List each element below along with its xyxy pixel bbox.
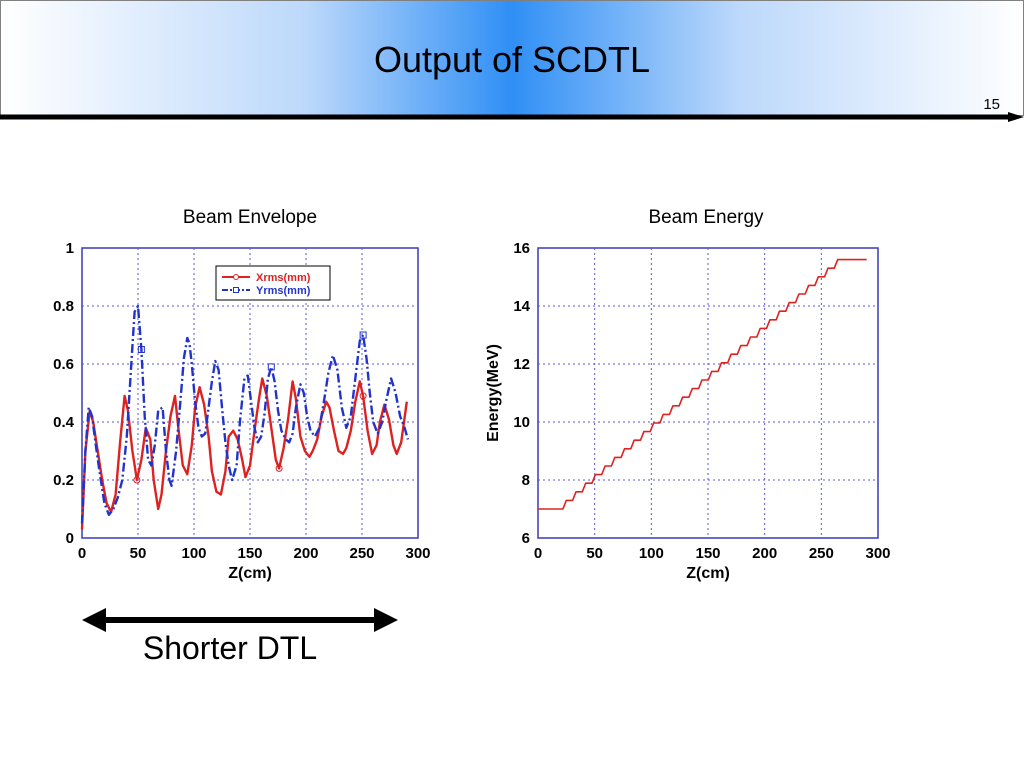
x-tick-label: 50	[586, 545, 603, 562]
y-tick-label: 0.4	[53, 414, 75, 431]
y-axis-title: Energy(MeV)	[485, 344, 502, 442]
chart-title-beam-energy: Beam Energy	[648, 207, 764, 228]
x-tick-label: 100	[181, 545, 206, 562]
legend-label: Yrms(mm)	[256, 285, 311, 297]
x-tick-label: 300	[405, 545, 430, 562]
x-tick-label: 50	[130, 545, 147, 562]
y-tick-label: 8	[522, 472, 530, 489]
x-tick-label: 200	[293, 545, 318, 562]
title-banner	[0, 0, 1024, 116]
x-tick-label: 100	[639, 545, 664, 562]
beam-energy-chart: 0 50 100 150 200 250 300 6 8 10 12 14 16 Z(cm) Energy(…	[485, 240, 891, 582]
y-tick-label: 10	[513, 414, 530, 431]
x-axis-title: Z(cm)	[686, 565, 730, 582]
slide-number: 15	[983, 96, 1000, 113]
y-tick-label: 6	[522, 530, 530, 547]
y-tick-label: 14	[513, 298, 530, 315]
series-line-yrmsmm	[80, 304, 410, 524]
data-marker	[359, 331, 367, 339]
data-marker	[275, 464, 283, 472]
x-tick-label: 150	[695, 545, 720, 562]
legend-label: Xrms(mm)	[256, 272, 311, 284]
data-marker	[267, 363, 275, 371]
y-tick-label: 16	[513, 240, 530, 257]
y-tick-label: 1	[66, 240, 74, 257]
y-tick-label: 12	[513, 356, 530, 373]
span-double-arrow	[82, 608, 398, 632]
data-marker	[359, 392, 367, 400]
x-tick-label: 250	[809, 545, 834, 562]
beam-envelope-chart: 0 50 100 150 200 250 300 0 0.2 0.4 0.6 0.8 1 Z(cm) Xrm…	[53, 240, 430, 582]
header-rule	[0, 112, 1024, 122]
legend-marker	[233, 274, 239, 280]
data-marker	[137, 346, 145, 353]
x-tick-label: 200	[752, 545, 777, 562]
y-tick-label: 0.8	[53, 298, 74, 315]
shorter-dtl-label: Shorter DTL	[142, 630, 318, 666]
y-tick-label: 0	[66, 530, 74, 547]
y-tick-label: 0.2	[53, 472, 74, 489]
x-tick-label: 0	[78, 545, 86, 562]
y-tick-label: 0.6	[53, 356, 74, 373]
x-tick-label: 300	[865, 545, 890, 562]
series-line-xrmsmm	[80, 377, 408, 530]
legend-box	[215, 265, 331, 301]
chart-title-beam-envelope: Beam Envelope	[182, 207, 318, 228]
slide-title: Output of SCDTL	[373, 39, 651, 80]
x-tick-label: 0	[534, 545, 542, 562]
x-tick-label: 250	[349, 545, 374, 562]
x-tick-label: 150	[237, 545, 262, 562]
data-marker	[133, 476, 141, 484]
legend-marker	[233, 287, 239, 293]
series-line-energy	[538, 258, 867, 510]
x-axis-title: Z(cm)	[228, 565, 272, 582]
